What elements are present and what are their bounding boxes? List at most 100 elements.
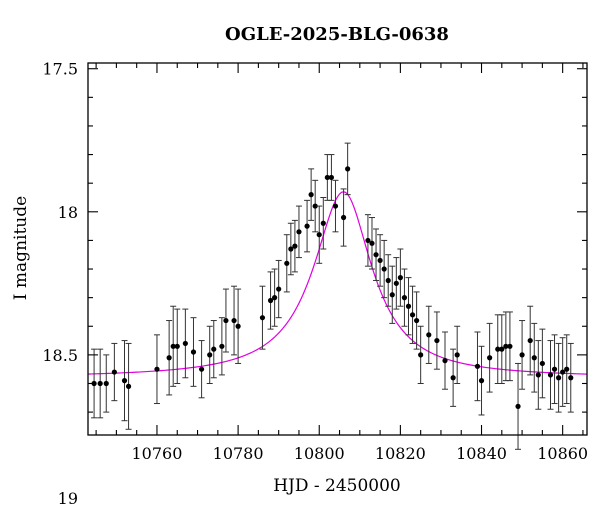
x-tick-label: 10800 <box>294 444 345 463</box>
data-marker <box>122 378 127 383</box>
data-point <box>304 200 310 252</box>
data-point <box>219 318 225 375</box>
data-marker <box>317 232 322 237</box>
x-tick-label: 10840 <box>456 444 507 463</box>
data-marker <box>373 252 378 257</box>
y-axis-label: I magnitude <box>11 196 31 300</box>
data-marker <box>532 355 537 360</box>
data-marker <box>479 378 484 383</box>
plot-frame <box>88 63 587 435</box>
data-marker <box>260 315 265 320</box>
data-point <box>288 223 294 275</box>
data-point <box>126 343 132 429</box>
data-point <box>97 349 103 418</box>
data-marker <box>418 352 423 357</box>
data-point <box>231 286 237 355</box>
data-point <box>414 292 420 349</box>
data-point <box>328 155 334 201</box>
data-marker <box>276 286 281 291</box>
data-marker <box>167 355 172 360</box>
data-point <box>190 318 196 387</box>
data-point <box>515 363 521 449</box>
data-point <box>539 329 545 398</box>
data-marker <box>536 372 541 377</box>
data-point <box>568 343 574 412</box>
data-point <box>199 341 205 398</box>
data-marker <box>394 281 399 286</box>
data-marker <box>564 367 569 372</box>
data-marker <box>568 375 573 380</box>
data-point <box>499 315 505 384</box>
data-marker <box>426 332 431 337</box>
data-marker <box>272 295 277 300</box>
data-marker <box>369 241 374 246</box>
data-marker <box>406 304 411 309</box>
x-tick-label: 10760 <box>132 444 183 463</box>
data-marker <box>329 175 334 180</box>
data-marker <box>199 367 204 372</box>
data-marker <box>507 344 512 349</box>
chart-title: OGLE-2025-BLG-0638 <box>225 24 449 45</box>
data-marker <box>341 215 346 220</box>
data-marker <box>410 312 415 317</box>
data-marker <box>451 375 456 380</box>
data-point <box>345 143 351 195</box>
x-tick-label: 10780 <box>213 444 264 463</box>
data-marker <box>154 367 159 372</box>
y-tick-label: 19 <box>58 489 78 508</box>
data-point <box>365 215 371 267</box>
data-marker <box>434 338 439 343</box>
data-point <box>552 335 558 404</box>
data-point <box>332 180 338 232</box>
x-axis-label: HJD - 2450000 <box>273 476 401 496</box>
data-marker <box>104 381 109 386</box>
data-point <box>479 346 485 415</box>
data-point <box>182 309 188 378</box>
data-point <box>535 341 541 410</box>
data-marker <box>219 344 224 349</box>
data-point <box>377 235 383 287</box>
x-tick-label: 10860 <box>537 444 588 463</box>
data-point <box>259 286 265 349</box>
data-marker <box>345 166 350 171</box>
data-point <box>450 349 456 406</box>
data-point <box>442 332 448 389</box>
data-marker <box>175 344 180 349</box>
data-point <box>454 326 460 383</box>
y-tick-label: 18.5 <box>42 346 78 365</box>
data-marker <box>386 278 391 283</box>
data-point <box>223 289 229 352</box>
data-point <box>308 169 314 221</box>
data-point <box>296 206 302 258</box>
data-marker <box>292 244 297 249</box>
data-marker <box>390 292 395 297</box>
data-marker <box>296 229 301 234</box>
data-point <box>393 258 399 310</box>
y-tick-label: 17.5 <box>42 60 78 79</box>
data-point <box>564 335 570 404</box>
data-point <box>103 355 109 412</box>
data-marker <box>223 318 228 323</box>
data-marker <box>487 355 492 360</box>
y-tick-label: 18 <box>58 203 78 222</box>
data-marker <box>284 261 289 266</box>
data-marker <box>231 318 236 323</box>
axis-ticks-layer: 10760 10780 10800 10820 10840 10860 17.5 18 18.5… <box>42 60 588 508</box>
data-marker <box>552 367 557 372</box>
data-point <box>154 335 160 404</box>
data-point <box>389 266 395 323</box>
data-marker <box>112 369 117 374</box>
data-marker <box>402 295 407 300</box>
data-point <box>211 321 217 378</box>
data-marker <box>183 341 188 346</box>
data-marker <box>236 324 241 329</box>
data-marker <box>519 352 524 357</box>
data-point <box>385 255 391 307</box>
data-point <box>122 341 128 421</box>
data-point <box>111 343 117 400</box>
data-marker <box>414 318 419 323</box>
data-marker <box>126 384 131 389</box>
data-marker <box>191 349 196 354</box>
data-marker <box>528 338 533 343</box>
